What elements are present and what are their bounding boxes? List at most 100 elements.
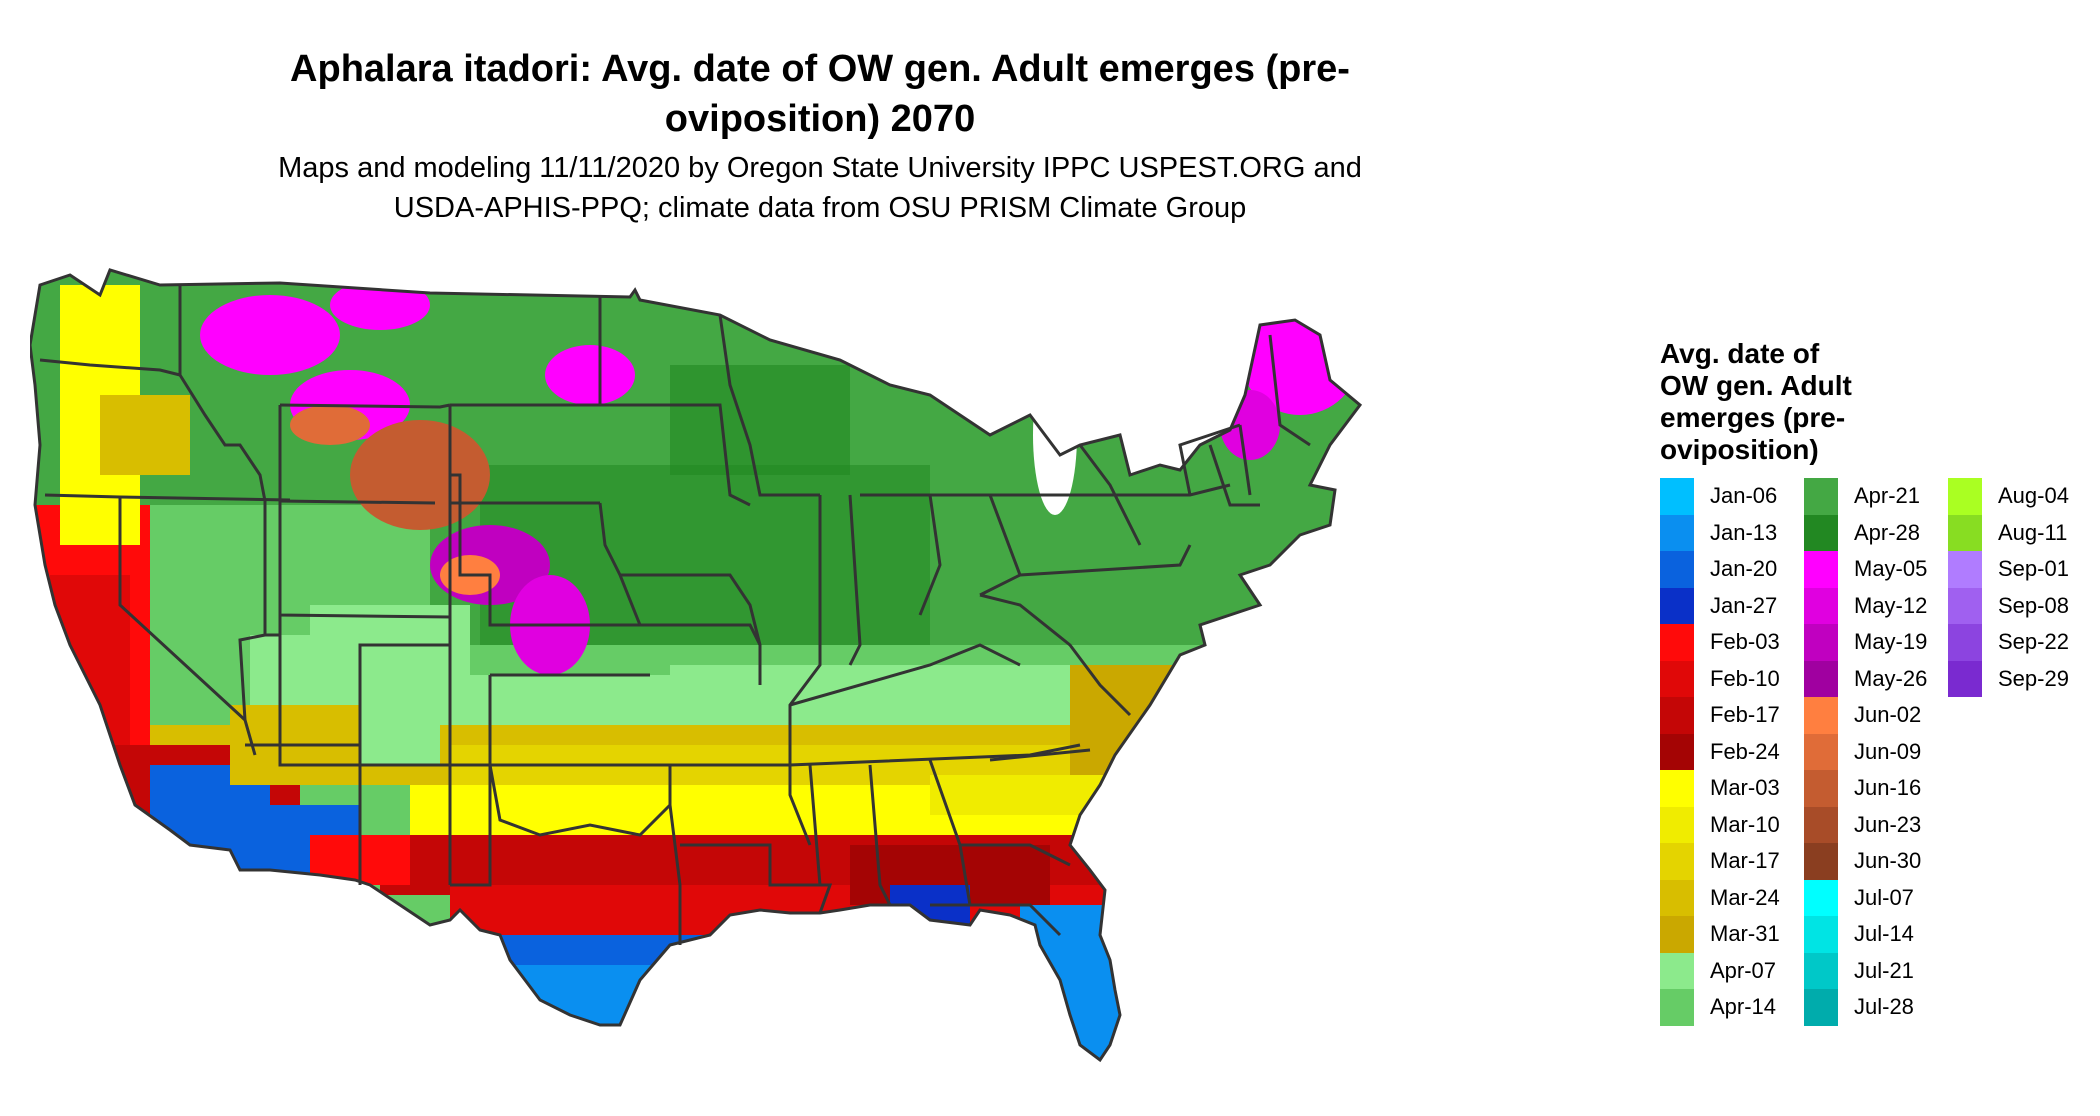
legend-swatch [1660, 697, 1694, 734]
legend-item: May-12 [1804, 587, 1934, 624]
legend-label: Sep-01 [1998, 556, 2069, 582]
legend-label: Feb-17 [1710, 702, 1780, 728]
legend-item: Mar-24 [1660, 879, 1790, 916]
legend-label: Jun-16 [1854, 775, 1922, 801]
legend-swatch [1660, 952, 1694, 989]
legend-item: Sep-29 [1948, 660, 2078, 697]
legend-item: May-05 [1804, 551, 1934, 588]
legend-title-line-2: OW gen. Adult [1660, 370, 1852, 401]
legend-item: Feb-03 [1660, 624, 1790, 661]
legend-label: Jul-21 [1854, 957, 1914, 983]
legend-label: Apr-07 [1710, 957, 1777, 983]
legend-label: Jan-20 [1710, 556, 1778, 582]
legend-item: Sep-08 [1948, 587, 2078, 624]
legend-item: Aug-11 [1948, 514, 2078, 551]
map-title-line-1: Aphalara itadori: Avg. date of OW gen. A… [290, 48, 1350, 90]
legend-item: Aug-04 [1948, 478, 2078, 515]
legend-label: Apr-28 [1854, 519, 1921, 545]
legend-item: Jul-14 [1804, 916, 1934, 953]
legend-title: Avg. date of OW gen. Adult emerges (pre-… [1660, 338, 1890, 466]
legend-title-line-1: Avg. date of [1660, 338, 1820, 369]
legend-label: Jun-09 [1854, 738, 1922, 764]
legend-label: Jul-14 [1854, 921, 1914, 947]
legend-swatch [1804, 587, 1838, 624]
legend-swatch [1660, 660, 1694, 697]
legend-swatch [1660, 478, 1694, 515]
legend-item: Mar-17 [1660, 843, 1790, 880]
legend-label: Jun-23 [1854, 811, 1922, 837]
legend-swatch [1804, 697, 1838, 734]
legend-swatch [1804, 660, 1838, 697]
legend-swatch [1660, 770, 1694, 807]
legend-swatch [1948, 478, 1982, 515]
map-subtitle-line-1: Maps and modeling 11/11/2020 by Oregon S… [278, 152, 1362, 184]
legend-item: Jun-23 [1804, 806, 1934, 843]
legend-item: Apr-07 [1660, 952, 1790, 989]
legend-swatch [1948, 587, 1982, 624]
legend-swatch [1948, 551, 1982, 588]
legend-item: Feb-10 [1660, 660, 1790, 697]
legend-item: Jan-27 [1660, 587, 1790, 624]
legend-label: Mar-31 [1710, 921, 1780, 947]
legend-swatch [1804, 843, 1838, 880]
legend-label: Feb-24 [1710, 738, 1780, 764]
legend-item: Apr-14 [1660, 989, 1790, 1026]
legend-label: Sep-08 [1998, 592, 2069, 618]
legend-swatch [1660, 916, 1694, 953]
legend-swatch [1660, 806, 1694, 843]
legend-item: May-19 [1804, 624, 1934, 661]
legend-label: Jun-02 [1854, 702, 1922, 728]
legend-column: Aug-04 Aug-11 Sep-01 Sep-08 Sep-22 Sep-29 [1948, 478, 2078, 1026]
legend-item: Apr-21 [1804, 478, 1934, 515]
map-title-line-2: oviposition) 2070 [664, 98, 976, 140]
state-borders [30, 268, 1363, 1063]
legend-item: Apr-28 [1804, 514, 1934, 551]
legend-swatch [1804, 989, 1838, 1026]
legend-swatch [1804, 733, 1838, 770]
legend-label: Aug-11 [1998, 519, 2068, 545]
map-fill [30, 270, 1360, 1060]
legend-label: Feb-10 [1710, 665, 1780, 691]
legend-swatch [1660, 551, 1694, 588]
legend-item: Jun-30 [1804, 843, 1934, 880]
legend-label: May-12 [1854, 592, 1928, 618]
legend-label: Apr-21 [1854, 483, 1921, 509]
legend-swatch [1660, 989, 1694, 1026]
legend-swatch [1804, 770, 1838, 807]
legend-item: Jan-06 [1660, 478, 1790, 515]
legend-item: Jul-28 [1804, 989, 1934, 1026]
legend-swatch [1804, 514, 1838, 551]
legend-swatch [1804, 952, 1838, 989]
legend-label: Sep-22 [1998, 629, 2069, 655]
legend-columns: Jan-06 Jan-13 Jan-20 Jan-27 Feb-03 Feb-10 Feb-… [1660, 478, 2090, 1026]
legend-item: May-26 [1804, 660, 1934, 697]
us-map [30, 245, 1620, 1095]
legend-swatch [1660, 733, 1694, 770]
legend-label: Apr-14 [1710, 994, 1777, 1020]
map-subtitle-line-2: USDA-APHIS-PPQ; climate data from OSU PR… [393, 192, 1247, 224]
legend-item: Sep-01 [1948, 551, 2078, 588]
legend-swatch [1948, 660, 1982, 697]
legend-item: Jun-09 [1804, 733, 1934, 770]
legend-item: Jul-07 [1804, 879, 1934, 916]
legend-swatch [1804, 916, 1838, 953]
legend-swatch [1660, 624, 1694, 661]
legend-swatch [1948, 624, 1982, 661]
legend-label: Jan-13 [1710, 519, 1778, 545]
legend-swatch [1660, 587, 1694, 624]
legend-item: Jun-16 [1804, 770, 1934, 807]
legend-label: May-19 [1854, 629, 1928, 655]
legend-swatch [1660, 879, 1694, 916]
legend-label: Jul-28 [1854, 994, 1914, 1020]
legend-label: Jun-30 [1854, 848, 1922, 874]
legend-label: Mar-24 [1710, 884, 1780, 910]
legend-label: Jul-07 [1854, 884, 1914, 910]
legend-label: May-05 [1854, 556, 1928, 582]
legend-title-line-4: oviposition) [1660, 434, 1819, 465]
legend-item: Jul-21 [1804, 952, 1934, 989]
legend-swatch [1948, 514, 1982, 551]
legend-item: Jan-13 [1660, 514, 1790, 551]
legend-item: Sep-22 [1948, 624, 2078, 661]
legend-item: Feb-17 [1660, 697, 1790, 734]
legend-item: Mar-31 [1660, 916, 1790, 953]
